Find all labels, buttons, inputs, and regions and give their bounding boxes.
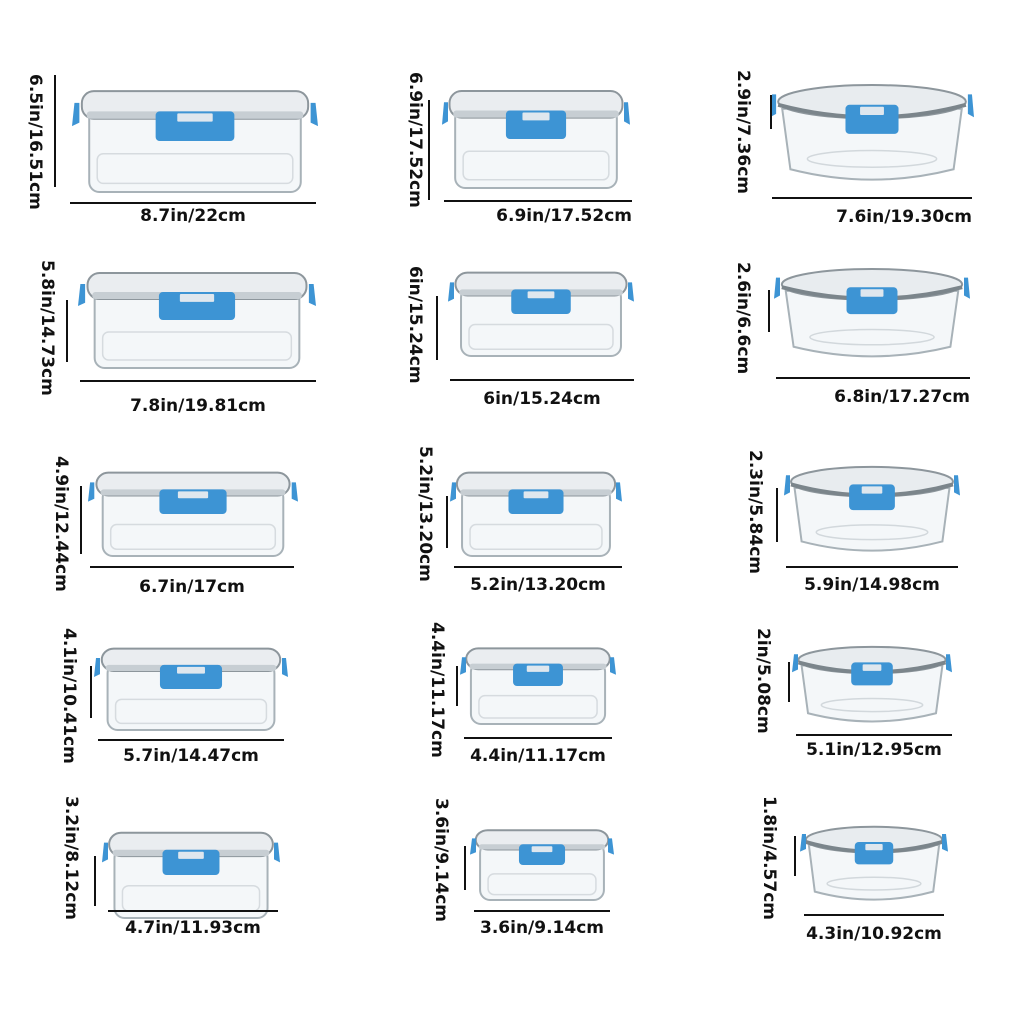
height-dimension-line [776, 488, 778, 542]
round-glass-container [770, 84, 974, 188]
height-dimension-line [428, 100, 430, 200]
height-label: 4.1in/10.41cm [59, 628, 79, 764]
height-label: 4.9in/12.44cm [51, 456, 71, 592]
width-dimension-line [776, 377, 970, 379]
height-label: 6.5in/16.51cm [25, 74, 45, 210]
width-label: 7.8in/19.81cm [130, 396, 266, 416]
round-glass-container [774, 267, 970, 364]
height-label: 1.8in/4.57cm [759, 796, 779, 920]
height-label: 2in/5.08cm [753, 628, 773, 734]
rectangle-glass-container [102, 830, 280, 920]
round-glass-container [800, 825, 948, 906]
width-dimension-line [108, 910, 278, 912]
width-label: 6in/15.24cm [483, 389, 601, 409]
width-dimension-line [454, 566, 622, 568]
width-dimension-line [70, 202, 316, 204]
width-label: 8.7in/22cm [140, 206, 246, 226]
height-dimension-line [436, 296, 438, 360]
width-label: 6.8in/17.27cm [834, 387, 970, 407]
height-label: 6.9in/17.52cm [405, 72, 425, 208]
width-dimension-line [474, 910, 610, 912]
width-dimension-line [464, 737, 612, 739]
height-dimension-line [788, 662, 790, 702]
height-label: 2.3in/5.84cm [745, 450, 765, 574]
square-glass-container [442, 88, 630, 190]
width-label: 5.7in/14.47cm [123, 746, 259, 766]
width-dimension-line [772, 197, 972, 199]
height-dimension-line [456, 666, 458, 706]
width-label: 4.4in/11.17cm [470, 746, 606, 766]
height-label: 5.2in/13.20cm [415, 446, 435, 582]
width-dimension-line [804, 914, 944, 916]
round-glass-container [784, 465, 960, 558]
width-dimension-line [90, 566, 294, 568]
rectangle-glass-container [78, 270, 316, 370]
height-dimension-line [80, 486, 82, 554]
height-label: 2.9in/7.36cm [733, 70, 753, 194]
rectangle-glass-container [88, 470, 298, 558]
square-glass-container [450, 470, 622, 558]
width-label: 4.7in/11.93cm [125, 918, 261, 938]
height-dimension-line [446, 496, 448, 548]
rectangle-glass-container [72, 88, 318, 194]
height-dimension-line [770, 95, 772, 129]
rectangle-glass-container [94, 646, 288, 732]
height-label: 3.6in/9.14cm [431, 798, 451, 922]
width-dimension-line [786, 566, 958, 568]
round-glass-container [792, 645, 952, 728]
height-label: 3.2in/8.12cm [61, 796, 81, 920]
width-label: 3.6in/9.14cm [480, 918, 604, 938]
square-glass-container [448, 270, 634, 358]
height-dimension-line [54, 75, 56, 187]
width-label: 5.9in/14.98cm [804, 575, 940, 595]
width-dimension-line [796, 734, 952, 736]
width-label: 4.3in/10.92cm [806, 924, 942, 944]
height-label: 5.8in/14.73cm [37, 260, 57, 396]
height-dimension-line [90, 666, 92, 718]
width-label: 6.9in/17.52cm [496, 206, 632, 226]
square-glass-container [470, 828, 614, 902]
height-dimension-line [66, 300, 68, 362]
width-label: 7.6in/19.30cm [836, 207, 972, 227]
height-dimension-line [794, 836, 796, 876]
width-label: 6.7in/17cm [139, 577, 245, 597]
height-dimension-line [464, 846, 466, 890]
width-label: 5.1in/12.95cm [806, 740, 942, 760]
width-dimension-line [444, 200, 632, 202]
height-label: 6in/15.24cm [405, 266, 425, 384]
width-dimension-line [98, 739, 284, 741]
height-dimension-line [768, 290, 770, 332]
width-dimension-line [450, 379, 634, 381]
height-dimension-line [94, 856, 96, 906]
width-dimension-line [80, 380, 316, 382]
height-label: 2.6in/6.6cm [733, 262, 753, 375]
square-glass-container [460, 646, 616, 726]
height-label: 4.4in/11.17cm [427, 622, 447, 758]
width-label: 5.2in/13.20cm [470, 575, 606, 595]
